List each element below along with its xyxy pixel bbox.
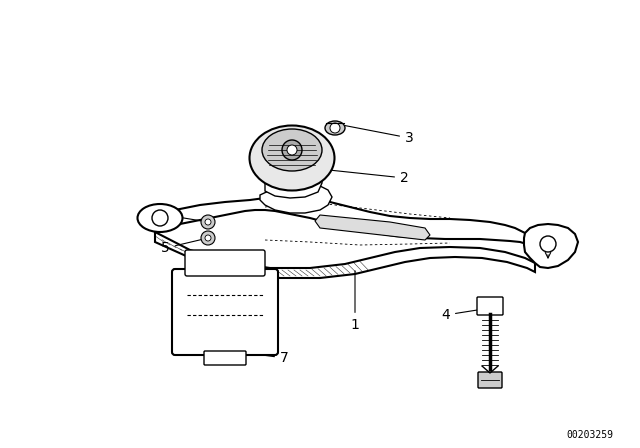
Circle shape bbox=[152, 210, 168, 226]
Text: 4: 4 bbox=[441, 308, 487, 322]
Text: 3: 3 bbox=[345, 125, 413, 145]
Text: 1: 1 bbox=[351, 271, 360, 332]
Circle shape bbox=[282, 140, 302, 160]
Polygon shape bbox=[524, 224, 578, 268]
Text: 5: 5 bbox=[161, 239, 205, 255]
Circle shape bbox=[287, 145, 297, 155]
Text: 6: 6 bbox=[161, 208, 205, 222]
Circle shape bbox=[540, 236, 556, 252]
Circle shape bbox=[205, 235, 211, 241]
Text: 2: 2 bbox=[313, 168, 409, 185]
Circle shape bbox=[201, 215, 215, 229]
Text: 7: 7 bbox=[228, 350, 289, 365]
Polygon shape bbox=[155, 195, 530, 245]
FancyBboxPatch shape bbox=[204, 351, 246, 365]
FancyBboxPatch shape bbox=[477, 297, 503, 315]
FancyBboxPatch shape bbox=[172, 269, 278, 355]
Text: 00203259: 00203259 bbox=[566, 430, 614, 440]
FancyBboxPatch shape bbox=[478, 372, 502, 388]
Ellipse shape bbox=[325, 121, 345, 135]
Polygon shape bbox=[260, 183, 332, 213]
Polygon shape bbox=[155, 232, 535, 278]
Circle shape bbox=[201, 231, 215, 245]
Circle shape bbox=[330, 123, 340, 133]
Polygon shape bbox=[265, 175, 322, 198]
Ellipse shape bbox=[138, 204, 182, 232]
FancyBboxPatch shape bbox=[185, 250, 265, 276]
Polygon shape bbox=[315, 215, 430, 240]
Ellipse shape bbox=[250, 125, 335, 190]
Circle shape bbox=[205, 219, 211, 225]
Ellipse shape bbox=[262, 129, 322, 171]
